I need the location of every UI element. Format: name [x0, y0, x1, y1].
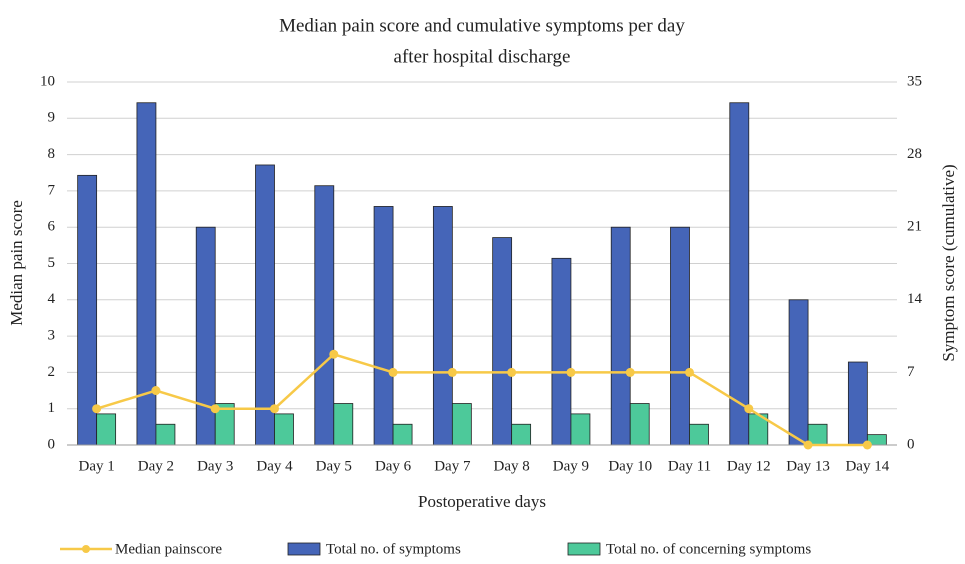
- line-point: [744, 404, 754, 414]
- y-tick-label: 10: [40, 73, 55, 89]
- y2-tick-label: 14: [907, 291, 923, 307]
- x-tick-label: Day 7: [434, 458, 471, 474]
- x-tick-label: Day 3: [197, 458, 233, 474]
- line-point: [862, 440, 872, 450]
- line-point: [92, 404, 102, 414]
- legend-swatch: [82, 545, 90, 553]
- y2-tick-label: 21: [907, 219, 922, 235]
- bar: [551, 257, 572, 446]
- x-tick-label: Day 1: [79, 458, 115, 474]
- legend-label: Total no. of symptoms: [326, 541, 461, 557]
- y-tick-label: 2: [48, 364, 56, 380]
- chart-title: after hospital discharge: [394, 46, 571, 67]
- bar: [77, 174, 98, 446]
- x-tick-label: Day 9: [553, 458, 589, 474]
- bar: [451, 403, 472, 446]
- x-tick-label: Day 14: [845, 458, 889, 474]
- x-axis-title: Postoperative days: [418, 492, 546, 511]
- x-tick-label: Day 2: [138, 458, 174, 474]
- y2-tick-label: 7: [907, 364, 915, 380]
- bar: [333, 403, 354, 446]
- bar: [195, 226, 216, 446]
- y2-tick-label: 35: [907, 73, 922, 89]
- bar: [629, 403, 650, 446]
- line-point: [447, 367, 457, 377]
- line-point: [388, 367, 398, 377]
- x-tick-label: Day 10: [608, 458, 652, 474]
- bar: [432, 206, 453, 446]
- y-tick-label: 0: [48, 436, 56, 452]
- bar: [610, 226, 631, 446]
- x-tick-label: Day 12: [727, 458, 771, 474]
- y-tick-label: 7: [48, 182, 56, 198]
- line-point: [151, 386, 161, 396]
- line-point: [270, 404, 279, 414]
- line: [96, 352, 868, 447]
- line-point: [685, 367, 694, 377]
- bar: [511, 423, 532, 446]
- bar: [155, 423, 176, 446]
- line-point: [210, 404, 220, 414]
- x-tick-label: Day 4: [256, 458, 293, 474]
- bar: [96, 413, 117, 446]
- line-point: [566, 367, 576, 377]
- x-tick-label: Day 6: [375, 458, 412, 474]
- line-point: [803, 440, 813, 450]
- y-tick-label: 4: [48, 291, 56, 307]
- x-tick-label: Day 8: [494, 458, 530, 474]
- x-tick-label: Day 5: [316, 458, 352, 474]
- y-tick-label: 1: [48, 400, 56, 416]
- y-tick-label: 8: [48, 146, 56, 162]
- x-tick-label: Day 11: [668, 458, 711, 474]
- y2-tick-label: 28: [907, 146, 922, 162]
- bar: [255, 164, 275, 446]
- legend-swatch: [287, 542, 321, 556]
- legend-swatch: [567, 542, 601, 556]
- legend-label: Total no. of concerning symptoms: [606, 541, 811, 557]
- bar: [729, 102, 750, 446]
- chart-title: Median pain score and cumulative symptom…: [279, 15, 685, 36]
- y2-axis-title: Symptom score (cumulative): [939, 164, 958, 361]
- bar: [670, 226, 690, 446]
- bar: [373, 206, 394, 446]
- y-tick-label: 5: [48, 255, 56, 271]
- bar: [314, 185, 335, 446]
- line-point: [625, 367, 635, 377]
- y2-tick-label: 0: [907, 436, 915, 452]
- bar: [788, 299, 809, 446]
- bar: [274, 413, 294, 446]
- bar: [689, 423, 709, 446]
- y-tick-label: 6: [48, 219, 56, 235]
- line-point: [329, 349, 339, 359]
- bar: [392, 423, 413, 446]
- bar: [570, 413, 591, 446]
- y-axis-title: Median pain score: [7, 200, 26, 326]
- bar: [492, 237, 513, 446]
- line-point: [507, 367, 517, 377]
- bar: [847, 361, 868, 446]
- legend-label: Median painscore: [115, 541, 222, 557]
- x-tick-label: Day 13: [786, 458, 830, 474]
- y-tick-label: 3: [48, 328, 56, 344]
- y-tick-label: 9: [48, 110, 56, 126]
